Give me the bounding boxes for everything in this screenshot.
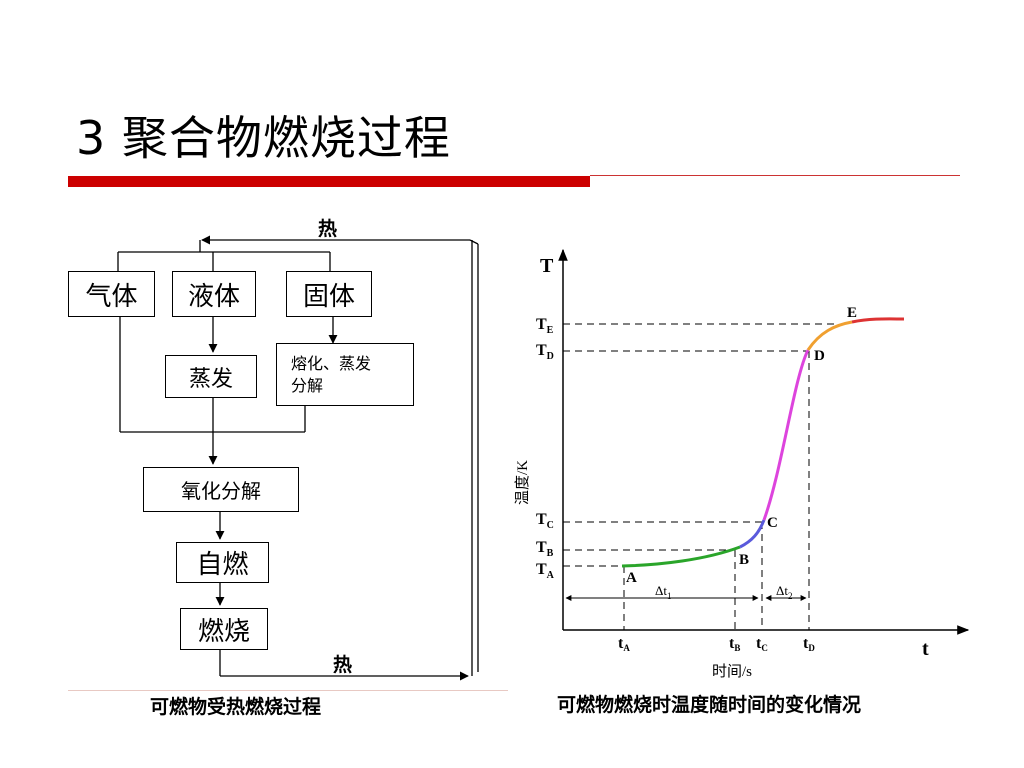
title-underline-bar (68, 176, 590, 187)
point-label-e: E (847, 305, 857, 321)
x-tick-td: tD (803, 635, 815, 653)
heat-label-top: 热 (318, 218, 338, 240)
delta-t2-label: Δt2 (776, 583, 792, 601)
x-tick-tc: tC (756, 635, 768, 653)
curve-segment-de (806, 320, 853, 351)
point-label-d: D (814, 348, 825, 364)
y-tick-ta: TA (536, 561, 555, 581)
slide-title: 3 聚合物燃烧过程 (76, 111, 451, 165)
y-tick-tc: TC (536, 511, 554, 531)
evaporate-box: 蒸发 (165, 355, 257, 398)
y-axis-symbol: T (540, 255, 554, 277)
point-label-c: C (767, 515, 778, 531)
autoignite-box: 自燃 (176, 542, 269, 583)
curve-segment-bc (739, 519, 766, 549)
curve-segment-cd (762, 349, 810, 521)
delta-t1-label: Δt1 (655, 583, 671, 601)
oxidation-box: 氧化分解 (143, 467, 299, 512)
x-tick-tb: tB (729, 635, 740, 653)
x-axis-symbol: t (922, 638, 929, 660)
title-underline-thin (590, 175, 960, 176)
bottom-divider (68, 690, 508, 691)
point-label-a: A (626, 570, 637, 586)
curve-segment-ab (621, 545, 741, 568)
melt-line-2: 分解 (291, 375, 324, 395)
x-axis-label: 时间/s (712, 663, 752, 680)
y-tick-te: TE (536, 316, 554, 336)
y-axis-label: 温度/K (514, 460, 531, 505)
curve-segment-tail (851, 317, 905, 324)
state-box-liquid: 液体 (172, 271, 256, 317)
y-tick-td: TD (536, 342, 554, 362)
chart-caption: 可燃物燃烧时温度随时间的变化情况 (557, 694, 862, 716)
y-tick-tb: TB (536, 539, 554, 559)
point-label-b: B (739, 552, 749, 568)
state-box-solid: 固体 (286, 271, 372, 317)
melt-line-1: 熔化、蒸发 (291, 353, 372, 373)
melt-box: 熔化、蒸发 分解 (276, 343, 414, 406)
state-box-gas: 气体 (68, 271, 155, 317)
combustion-box: 燃烧 (180, 608, 268, 650)
flowchart-caption: 可燃物受热燃烧过程 (150, 696, 322, 718)
x-tick-ta: tA (618, 635, 630, 653)
heat-label-bottom: 热 (333, 654, 353, 676)
